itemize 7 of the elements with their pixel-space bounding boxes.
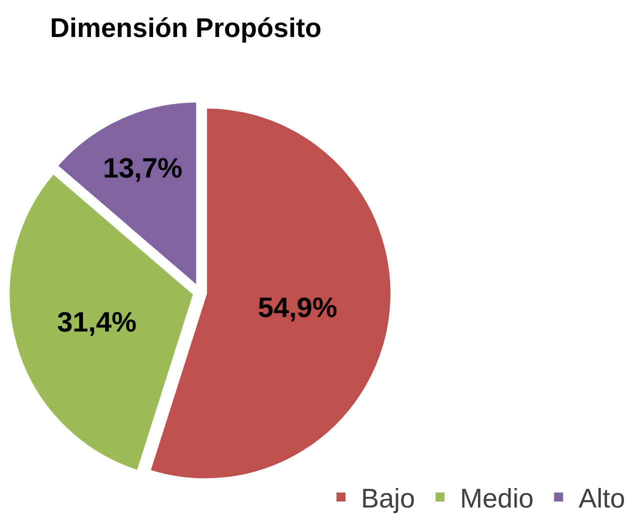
legend-label: Medio [460,484,534,514]
chart-title: Dimensión Propósito [50,12,322,43]
data-label: 54,9% [258,292,338,324]
legend-label: Alto [578,484,626,514]
data-label: 31,4% [57,306,137,338]
data-label: 13,7% [103,152,183,184]
legend-label: Bajo [361,484,416,514]
